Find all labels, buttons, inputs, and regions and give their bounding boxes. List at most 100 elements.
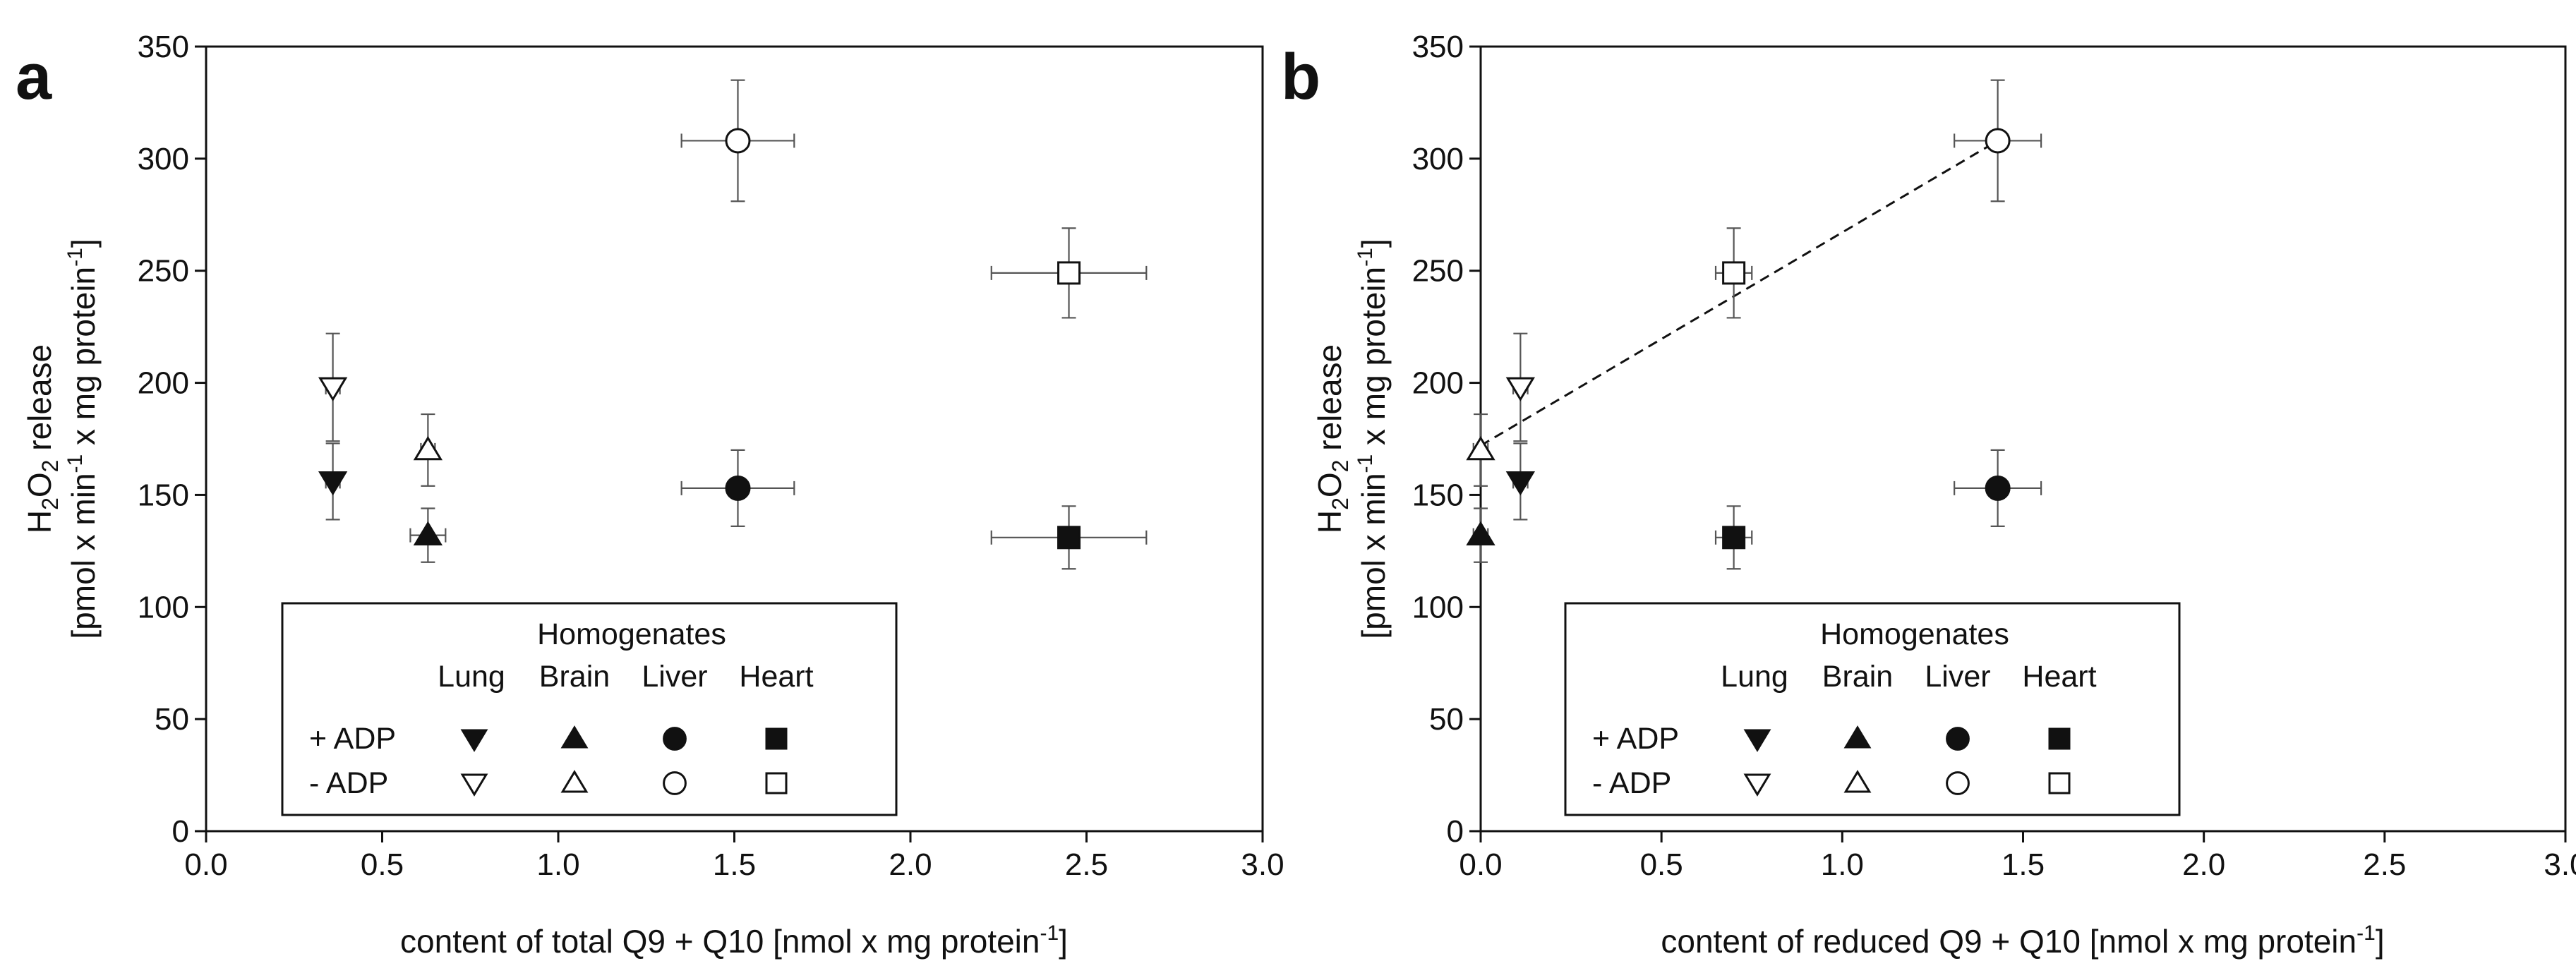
- data-point-heart-adp: [990, 505, 1148, 570]
- data-point-lung-adp: [1505, 442, 1536, 521]
- legend-marker-triangle-down-filled: [460, 729, 488, 752]
- data-point-lung-adp: [318, 442, 348, 521]
- legend-marker-triangle-down-filled: [1743, 729, 1771, 752]
- legend-column-liver: Liver: [1925, 660, 1990, 694]
- data-point-heart-adp: [1714, 505, 1753, 570]
- legend-column-lung: Lung: [438, 660, 505, 694]
- y-label-line2-a: [pmol x min-1 x mg protein-1]: [64, 238, 102, 639]
- y-tick-label: 250: [1412, 254, 1464, 289]
- x-axis-label-a: content of total Q9 + Q10 [nmol x mg pro…: [400, 921, 1068, 960]
- data-point-heart-adp: [990, 227, 1148, 319]
- marker-triangle-down-open: [318, 377, 348, 401]
- data-marks-a: [318, 79, 1148, 570]
- marker-circle-open: [725, 128, 751, 154]
- x-tick-label: 2.0: [889, 847, 932, 882]
- marker-triangle-up-filled: [413, 521, 443, 545]
- legend-row-minus-adp: - ADP: [1592, 766, 1671, 800]
- legend-marker-triangle-up-open: [1843, 770, 1872, 793]
- y-tick-label: 350: [1412, 30, 1464, 64]
- data-point-brain-adp: [1466, 507, 1495, 563]
- legend-marker-circle-open: [1946, 771, 1970, 795]
- legend-marker-circle-filled: [663, 727, 687, 751]
- x-tick-label: 1.0: [1821, 847, 1864, 882]
- x-tick-label: 0.5: [1640, 847, 1683, 882]
- panel-label-b: b: [1281, 41, 1320, 113]
- marker-square-open: [1722, 261, 1746, 285]
- y-tick-label: 0: [172, 814, 189, 849]
- marker-square-filled: [1057, 526, 1081, 550]
- legend-marker-square-filled: [2048, 727, 2071, 750]
- x-tick-label: 2.0: [2182, 847, 2225, 882]
- legend-marker-circle-open: [663, 771, 687, 795]
- legend-marker-square-open: [765, 772, 788, 794]
- marker-triangle-up-open: [1466, 435, 1495, 461]
- x-ticks-b: 0.0 0.5 1.0 1.5 2.0 2.5 3.0: [1459, 831, 2576, 882]
- trendline-b: [1480, 140, 1999, 447]
- data-point-liver-adp: [680, 79, 795, 203]
- data-point-liver-adp: [1954, 79, 2042, 203]
- x-tick-label: 2.5: [1065, 847, 1108, 882]
- legend-marker-square-open: [2048, 772, 2071, 794]
- data-point-brain-adp: [409, 507, 447, 563]
- x-tick-label: 1.5: [713, 847, 756, 882]
- y-tick-label: 300: [1412, 142, 1464, 176]
- marker-circle-filled: [1985, 475, 2011, 501]
- data-marks-b: [1466, 79, 2042, 570]
- x-axis-label-b: content of reduced Q9 + Q10 [nmol x mg p…: [1661, 921, 2384, 960]
- marker-triangle-down-filled: [1505, 471, 1536, 496]
- legend-row-minus-adp: - ADP: [309, 766, 388, 800]
- y-tick-label: 250: [138, 254, 189, 289]
- legend-a: Homogenates Lung Brain Liver Heart + ADP - ADP: [281, 602, 898, 816]
- data-point-heart-adp: [1714, 227, 1753, 319]
- panel-label-a: a: [16, 41, 52, 113]
- legend-marker-triangle-up-open: [560, 770, 589, 793]
- marker-triangle-up-filled: [1466, 521, 1495, 545]
- y-tick-label: 50: [1429, 702, 1464, 737]
- x-tick-label: 2.5: [2363, 847, 2406, 882]
- data-point-brain-adp: [413, 413, 443, 487]
- y-ticks-a: 0 50 100 150 200 250 300 350: [138, 30, 206, 849]
- legend-marker-triangle-down-open: [1743, 773, 1771, 797]
- legend-column-lung: Lung: [1721, 660, 1788, 694]
- y-tick-label: 0: [1447, 814, 1464, 849]
- marker-triangle-down-open: [1505, 377, 1536, 401]
- legend-column-heart: Heart: [739, 660, 813, 694]
- x-tick-label: 3.0: [2544, 847, 2576, 882]
- data-point-liver-adp: [1954, 449, 2042, 528]
- y-tick-label: 350: [138, 30, 189, 64]
- y-tick-label: 50: [155, 702, 189, 737]
- y-tick-label: 150: [1412, 478, 1464, 512]
- marker-circle-filled: [725, 475, 751, 501]
- legend-marker-triangle-up-filled: [1843, 725, 1872, 749]
- legend-title: Homogenates: [1820, 617, 2009, 651]
- marker-circle-open: [1985, 128, 2011, 154]
- legend-marker-square-filled: [765, 727, 788, 750]
- legend-column-heart: Heart: [2022, 660, 2096, 694]
- marker-square-open: [1057, 261, 1081, 285]
- y-tick-label: 300: [138, 142, 189, 176]
- data-point-brain-adp: [1466, 413, 1495, 487]
- panel-b: b 0 50 100 150 200 250 300 350 0.0 0.5 1.0 1.5 2.0 2…: [1281, 30, 2576, 960]
- x-tick-label: 0.5: [361, 847, 404, 882]
- legend-column-brain: Brain: [539, 660, 610, 694]
- x-tick-label: 1.0: [536, 847, 579, 882]
- y-axis-label-a: H2O2 release [pmol x min-1 x mg protein-…: [21, 238, 102, 639]
- data-point-liver-adp: [680, 449, 795, 528]
- legend-column-brain: Brain: [1822, 660, 1893, 694]
- x-tick-label: 1.5: [2002, 847, 2045, 882]
- legend-box: [1564, 602, 2181, 816]
- legend-column-liver: Liver: [642, 660, 707, 694]
- legend-marker-triangle-down-open: [460, 773, 488, 797]
- panel-a: a 0 50 100 150 200 250 300 350 0.0 0.5 1.0 1.5 2.0 2…: [16, 30, 1284, 960]
- legend-row-plus-adp: + ADP: [1592, 722, 1679, 756]
- y-ticks-b: 0 50 100 150 200 250 300 350: [1412, 30, 1481, 849]
- y-tick-label: 200: [1412, 366, 1464, 401]
- y-tick-label: 150: [138, 478, 189, 512]
- legend-b: Homogenates Lung Brain Liver Heart + ADP - ADP: [1564, 602, 2181, 816]
- x-tick-label: 3.0: [1241, 847, 1284, 882]
- data-point-lung-adp: [318, 332, 348, 442]
- legend-box: [281, 602, 898, 816]
- marker-triangle-down-filled: [318, 471, 348, 496]
- x-ticks-a: 0.0 0.5 1.0 1.5 2.0 2.5 3.0: [184, 831, 1284, 882]
